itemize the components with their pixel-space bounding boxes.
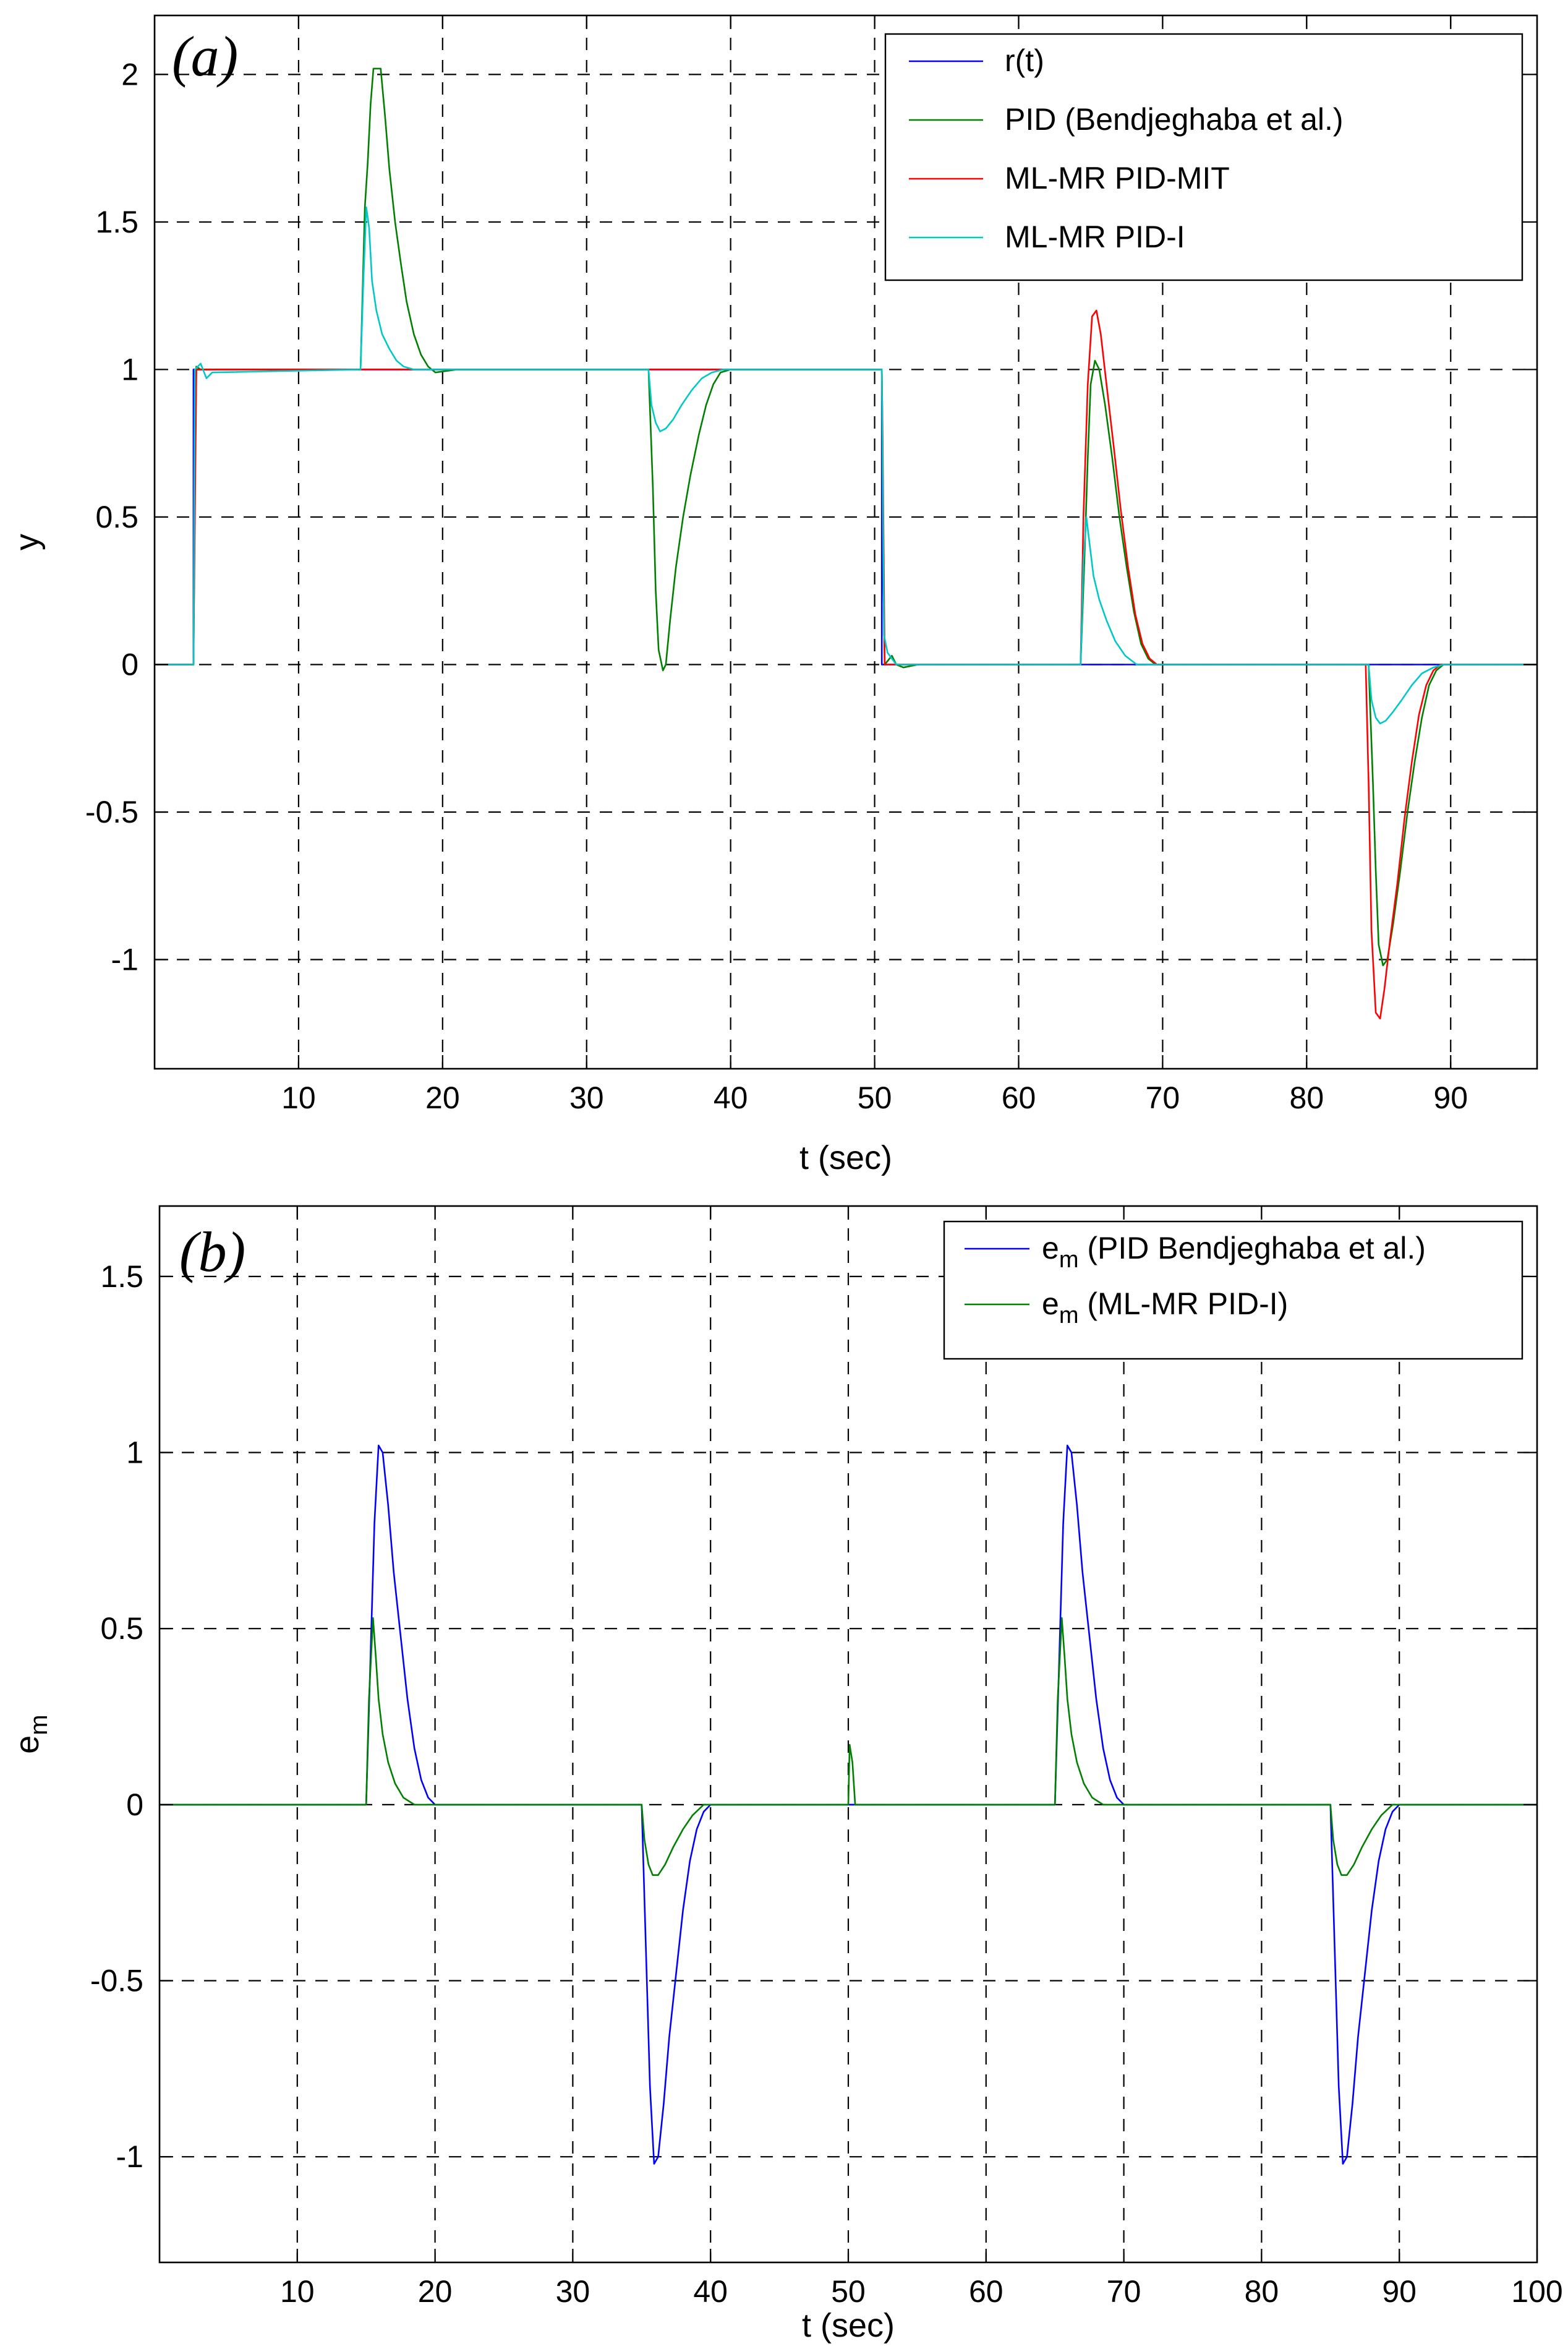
x-tick-label: 60 xyxy=(969,2274,1003,2309)
x-tick-label: 30 xyxy=(569,1080,604,1115)
y-tick-label: 2 xyxy=(121,57,138,92)
x-tick-label: 50 xyxy=(831,2274,866,2309)
y-tick-label: 0 xyxy=(126,1787,143,1822)
y-tick-label: -1 xyxy=(111,942,138,977)
x-tick-label: 20 xyxy=(425,1080,460,1115)
x-tick-label: 80 xyxy=(1290,1080,1324,1115)
y-tick-label: 0.5 xyxy=(100,1611,143,1646)
y-tick-label: 1.5 xyxy=(95,205,138,239)
x-tick-label: 70 xyxy=(1107,2274,1141,2309)
panel-label: (b) xyxy=(179,1220,245,1283)
panel-label: (a) xyxy=(172,25,238,88)
chart-panel-b: 10 20 30 40 50 60 70 80 90 100 -1 -0.5 0 0.5 1 1.5 t (se… xyxy=(9,1205,1563,2344)
grid xyxy=(160,1206,1537,2262)
x-tick-label: 90 xyxy=(1382,2274,1417,2309)
x-tick-label: 90 xyxy=(1433,1080,1468,1115)
x-tick-label: 70 xyxy=(1146,1080,1180,1115)
x-tick-label: 60 xyxy=(1002,1080,1036,1115)
series-line-2 xyxy=(160,1617,1537,1876)
y-tick-label: 1 xyxy=(126,1436,143,1470)
x-tick-label: 100 xyxy=(1511,2274,1562,2309)
legend-entry-4: ML-MR PID-I xyxy=(1005,220,1185,254)
y-tick-label: 0 xyxy=(121,647,138,682)
y-tick-label: -0.5 xyxy=(85,795,138,829)
y-tick-label: 1 xyxy=(121,352,138,387)
y-tick-label: 1.5 xyxy=(100,1259,143,1294)
legend: r(t) PID (Bendjeghaba et al.) ML-MR PID-MI… xyxy=(884,33,1523,281)
x-tick-label: 10 xyxy=(281,1080,316,1115)
legend-entry-1: r(t) xyxy=(1005,43,1044,78)
x-tick-label: 40 xyxy=(693,2274,728,2309)
legend-entry-1: em (PID Bendjeghaba et al.) xyxy=(1042,1231,1426,1273)
x-axis-label: t (sec) xyxy=(799,1139,892,1176)
x-axis-label: t (sec) xyxy=(802,2307,895,2344)
legend-entry-2: PID (Bendjeghaba et al.) xyxy=(1005,102,1344,137)
x-tick-label: 50 xyxy=(858,1080,892,1115)
plot-frame xyxy=(153,14,1538,1070)
y-tick-label: -1 xyxy=(116,2139,143,2174)
x-tick-label: 30 xyxy=(556,2274,590,2309)
x-tick-label: 20 xyxy=(418,2274,453,2309)
x-tick-label: 40 xyxy=(714,1080,748,1115)
chart-panel-a: 10 20 30 40 50 60 70 80 90 -1 -0.5 0 0.5 1 1.5 2 t (sec)… xyxy=(9,14,1538,1176)
y-tick-label: -0.5 xyxy=(90,1964,143,1998)
y-tick-label: 0.5 xyxy=(95,500,138,534)
legend-box xyxy=(884,33,1523,281)
x-tick-label: 80 xyxy=(1245,2274,1279,2309)
legend: em (PID Bendjeghaba et al.) em (ML-MR PID… xyxy=(943,1220,1523,1360)
y-axis-label: em xyxy=(9,1714,53,1753)
legend-box xyxy=(943,1220,1523,1360)
legend-entry-2: em (ML-MR PID-I) xyxy=(1042,1286,1288,1329)
series-group xyxy=(155,67,1537,1020)
legend-entry-3: ML-MR PID-MIT xyxy=(1005,161,1230,195)
x-tick-label: 10 xyxy=(280,2274,315,2309)
y-axis-label: y xyxy=(9,534,46,550)
series-line-4 xyxy=(155,206,1537,725)
series-group xyxy=(160,1444,1537,2165)
